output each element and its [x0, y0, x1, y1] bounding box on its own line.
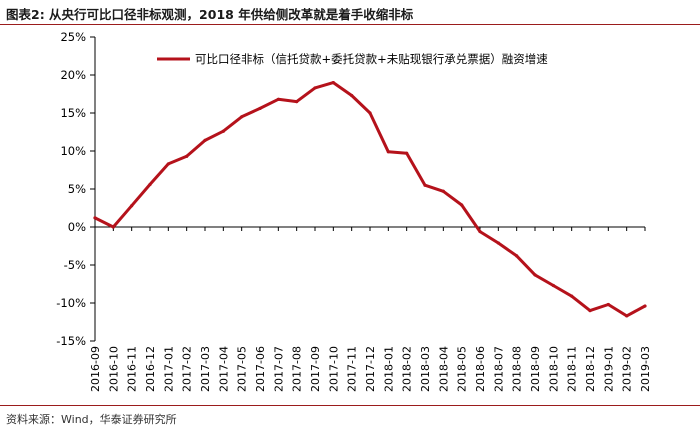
x-tick-label: 2017-02	[181, 346, 194, 392]
x-tick-label: 2018-07	[492, 346, 505, 392]
y-tick-label: 0%	[68, 220, 86, 234]
x-tick-label: 2017-05	[236, 346, 249, 392]
data-point	[588, 309, 592, 313]
x-tick-label: 2017-04	[217, 346, 230, 392]
data-point	[386, 150, 390, 154]
x-tick-label: 2017-08	[291, 346, 304, 392]
data-point	[533, 273, 537, 277]
y-tick-label: 5%	[68, 182, 86, 196]
series-line	[93, 81, 647, 318]
data-point	[515, 254, 519, 258]
data-point	[643, 304, 647, 308]
x-tick-label: 2017-01	[162, 346, 175, 392]
data-point	[368, 111, 372, 115]
data-point	[441, 189, 445, 193]
y-tick-label: 15%	[60, 106, 86, 120]
data-point	[460, 203, 464, 207]
x-axis-ticks: 2016-09 2016-10 2016-11 2016-12 2017-01 2017-…	[89, 227, 652, 392]
data-point	[405, 151, 409, 155]
x-tick-label: 2018-12	[584, 346, 597, 392]
x-tick-label: 2017-03	[199, 346, 212, 392]
x-tick-label: 2018-04	[437, 346, 450, 392]
data-point	[130, 204, 134, 208]
x-tick-label: 2017-11	[346, 346, 359, 392]
data-point	[258, 106, 262, 111]
series-group	[93, 81, 647, 318]
data-point	[93, 216, 97, 220]
data-point	[221, 129, 225, 133]
x-tick-label: 2018-11	[566, 346, 579, 392]
data-point	[606, 302, 610, 307]
y-tick-label: 10%	[60, 144, 86, 158]
y-axis-ticks: 25% 20% 15% 10% 5% 0% -5% -10% -15%	[56, 30, 95, 348]
data-point	[478, 229, 482, 234]
data-point	[313, 86, 317, 90]
x-tick-label: 2018-05	[456, 346, 469, 392]
data-point	[625, 314, 629, 318]
bottom-rule	[0, 405, 700, 406]
x-tick-label: 2018-02	[401, 346, 414, 392]
legend: 可比口径非标（信托贷款+委托贷款+未贴现银行承兑票据）融资增速	[157, 52, 548, 66]
x-tick-label: 2017-06	[254, 346, 267, 392]
y-tick-label: 25%	[60, 30, 86, 44]
axes	[94, 37, 645, 341]
x-tick-label: 2016-11	[126, 346, 139, 392]
data-point	[148, 182, 152, 187]
data-point	[423, 183, 427, 187]
y-tick-label: -15%	[56, 334, 86, 348]
data-point	[496, 241, 500, 245]
x-tick-label: 2019-02	[621, 346, 634, 392]
y-tick-label: -10%	[56, 296, 86, 310]
figure-title-bar: 图表2: 从央行可比口径非标观测，2018 年供给侧改革就是着手收缩非标	[0, 0, 700, 24]
x-tick-label: 2016-09	[89, 346, 102, 392]
x-tick-label: 2018-01	[382, 346, 395, 392]
x-tick-label: 2018-10	[547, 346, 560, 392]
data-point	[331, 81, 335, 85]
figure-title: 图表2: 从央行可比口径非标观测，2018 年供给侧改革就是着手收缩非标	[6, 7, 414, 22]
x-tick-label: 2017-12	[364, 346, 377, 392]
y-tick-label: 20%	[60, 68, 86, 82]
data-point	[185, 154, 189, 158]
top-rule	[0, 24, 700, 25]
x-tick-label: 2016-10	[107, 346, 120, 392]
data-point	[111, 225, 115, 229]
x-tick-label: 2018-09	[529, 346, 542, 392]
data-point	[276, 97, 280, 101]
source-note: 资料来源：Wind，华泰证券研究所	[6, 413, 177, 426]
x-tick-label: 2016-12	[144, 346, 157, 392]
data-point	[350, 93, 354, 98]
data-point	[240, 115, 244, 119]
x-tick-label: 2019-03	[639, 346, 652, 392]
x-tick-label: 2017-09	[309, 346, 322, 392]
data-point	[570, 294, 574, 298]
y-tick-label: -5%	[64, 258, 86, 272]
x-tick-label: 2017-10	[327, 346, 340, 392]
data-point	[166, 162, 170, 166]
data-point	[295, 100, 299, 104]
x-tick-label: 2018-08	[511, 346, 524, 392]
legend-label: 可比口径非标（信托贷款+委托贷款+未贴现银行承兑票据）融资增速	[195, 52, 548, 66]
data-point	[551, 283, 555, 288]
data-point	[203, 138, 207, 142]
x-tick-label: 2017-07	[272, 346, 285, 392]
x-tick-label: 2019-01	[602, 346, 615, 392]
x-tick-label: 2018-06	[474, 346, 487, 392]
x-tick-label: 2018-03	[419, 346, 432, 392]
